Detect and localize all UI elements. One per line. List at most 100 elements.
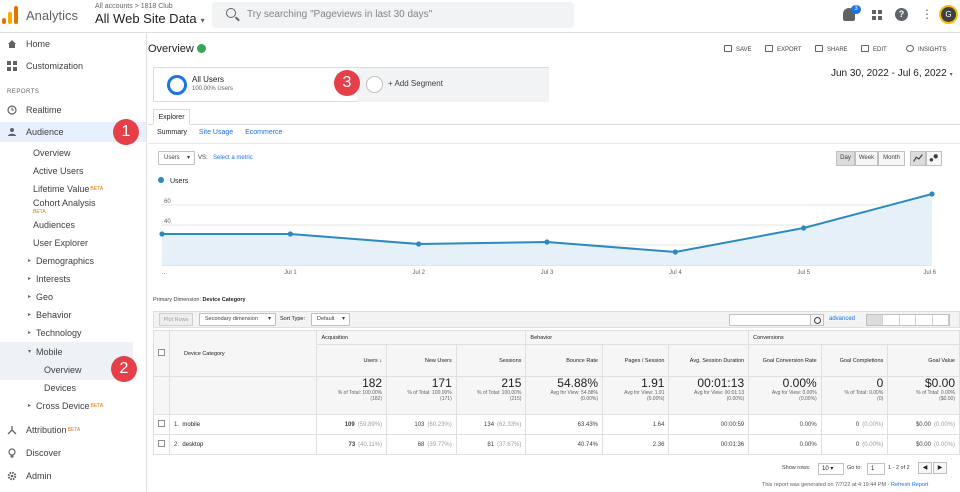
metric-dropdown[interactable]: Users [158,151,195,165]
prev-page-button[interactable]: ◀ [918,462,932,474]
sidebar-item-geo[interactable]: ▸ Geo [0,287,146,307]
col-users[interactable]: Users ↓ [316,344,388,377]
plot-rows-button[interactable]: Plot Rows [159,313,193,326]
pivot-view-icon[interactable] [933,315,950,325]
sidebar-item-audience[interactable]: Audience [0,122,146,142]
data-point[interactable] [672,249,678,255]
sidebar-item-interests[interactable]: ▸ Interests [0,269,146,289]
segment-name[interactable]: All Users [192,75,225,84]
sidebar-item-mobile-overview[interactable]: Overview [0,360,133,380]
next-page-button[interactable]: ▶ [933,462,947,474]
sidebar-item-user-explorer[interactable]: User Explorer [0,233,146,253]
sidebar-item-mobile[interactable]: ▾ Mobile [0,342,133,362]
col-bounce-rate[interactable]: Bounce Rate [525,344,603,377]
advanced-filter-link[interactable]: advanced [829,316,856,322]
secondary-dimension-dropdown[interactable]: Secondary dimension [199,313,276,326]
notifications-bell-icon[interactable]: 3 [843,5,861,21]
comparison-view-icon[interactable] [916,315,933,325]
pencil-icon [861,45,869,52]
sidebar-item-home[interactable]: Home [0,34,146,54]
share-button[interactable]: SHARE [815,45,848,53]
help-icon[interactable]: ? [895,8,908,21]
data-point[interactable] [287,231,293,237]
analytics-logo[interactable] [2,6,20,24]
sidebar-item-behavior[interactable]: ▸ Behavior [0,305,146,325]
table-search-input[interactable] [729,314,820,326]
sidebar-item-label: Audiences [33,220,76,230]
col-goal-value[interactable]: Goal Value [887,344,960,377]
save-button[interactable]: SAVE [724,45,752,53]
subtab-ecommerce[interactable]: Ecommerce [245,129,283,136]
sidebar-item-label: Geo [36,292,54,302]
sidebar-item-cross-device[interactable]: ▸ Cross DeviceBETA [0,396,146,416]
search-bar[interactable]: Try searching "Pageviews in last 30 days… [212,2,574,28]
col-pages-session[interactable]: Pages / Session [601,344,670,377]
row-checkbox[interactable] [158,420,165,427]
metric-label: Users [164,155,180,161]
line-chart-icon [913,154,923,162]
col-avg-session-duration[interactable]: Avg. Session Duration [668,344,750,377]
search-icon[interactable] [810,314,824,326]
motion-chart-type-icon[interactable] [926,151,942,166]
top-header: Analytics All accounts > 1818 Club All W… [0,0,960,33]
period-week-button[interactable]: Week [855,151,878,166]
subtab-summary[interactable]: Summary [157,129,187,136]
show-rows-dropdown[interactable]: 10 ▾ [818,463,844,475]
tab-explorer[interactable]: Explorer [153,109,190,125]
sidebar-item-lifetime-value[interactable]: Lifetime ValueBETA [0,179,146,199]
data-point[interactable] [801,225,807,231]
sidebar-item-discover[interactable]: Discover [0,443,146,463]
period-day-button[interactable]: Day [836,151,855,166]
sidebar-item-devices[interactable]: Devices [0,378,146,398]
subtab-site-usage[interactable]: Site Usage [198,129,234,136]
property-selector[interactable]: All Web Site Data ▾ [95,11,205,26]
line-chart-type-icon[interactable] [910,151,926,166]
sidebar-item-demographics[interactable]: ▸ Demographics [0,251,146,271]
row-checkbox[interactable] [158,440,165,447]
avatar[interactable]: G [939,5,958,24]
col-goal-completions[interactable]: Goal Completions [820,344,889,377]
sidebar-item-cohort-analysis[interactable]: Cohort Analysis BETA [0,195,146,217]
more-vert-icon[interactable]: ⋮ [921,7,933,21]
total-value: 171 [431,376,452,390]
account-breadcrumb[interactable]: All accounts > 1818 Club [95,3,173,10]
sidebar-item-customization[interactable]: Customization [0,56,146,76]
date-range-picker[interactable]: Jun 30, 2022 - Jul 6, 2022 ▾ [831,68,953,79]
export-button[interactable]: EXPORT [765,45,802,53]
performance-view-icon[interactable] [900,315,917,325]
select-metric-link[interactable]: Select a metric [213,155,253,161]
row-name-link[interactable]: mobile [182,421,201,428]
sidebar-item-attribution[interactable]: AttributionBETA [0,420,146,440]
beta-badge: BETA [67,427,81,433]
sidebar-item-audiences[interactable]: Audiences [0,215,146,235]
period-month-button[interactable]: Month [878,151,905,166]
add-segment-button[interactable]: + Add Segment [357,68,549,102]
col-goal-conversion-rate[interactable]: Goal Conversion Rate [748,344,822,377]
row-name-link[interactable]: desktop [182,441,204,448]
data-point[interactable] [929,191,935,197]
sidebar-item-admin[interactable]: Admin [0,466,146,486]
insights-button[interactable]: INSIGHTS [906,45,946,53]
select-all-checkbox[interactable] [158,349,165,356]
dimension-header[interactable]: Device Category [168,330,318,377]
data-table-view-icon[interactable] [867,315,884,325]
primary-dimension-value[interactable]: Device Category [202,297,246,303]
sidebar-item-active-users[interactable]: Active Users [0,161,146,181]
refresh-report-link[interactable]: Refresh Report [891,482,929,488]
sort-type-dropdown[interactable]: Default [311,313,350,326]
goto-input[interactable]: 1 [867,463,885,475]
sidebar-item-realtime[interactable]: Realtime [0,100,146,120]
data-point[interactable] [416,241,422,247]
sidebar-item-overview[interactable]: Overview [0,143,146,163]
data-point[interactable] [544,239,550,245]
edit-button[interactable]: EDIT [861,45,887,53]
sidebar-item-technology[interactable]: ▸ Technology [0,323,146,343]
pie-view-icon[interactable] [883,315,900,325]
sidebar: Home Customization REPORTS Realtime Audi… [0,33,147,492]
data-point[interactable] [159,231,165,237]
primary-dimension-label: Primary Dimension: [153,297,201,303]
col-sessions[interactable]: Sessions [455,344,527,377]
apps-grid-icon[interactable] [872,10,882,20]
sidebar-item-label: User Explorer [33,238,89,248]
col-new-users[interactable]: New Users [386,344,457,377]
